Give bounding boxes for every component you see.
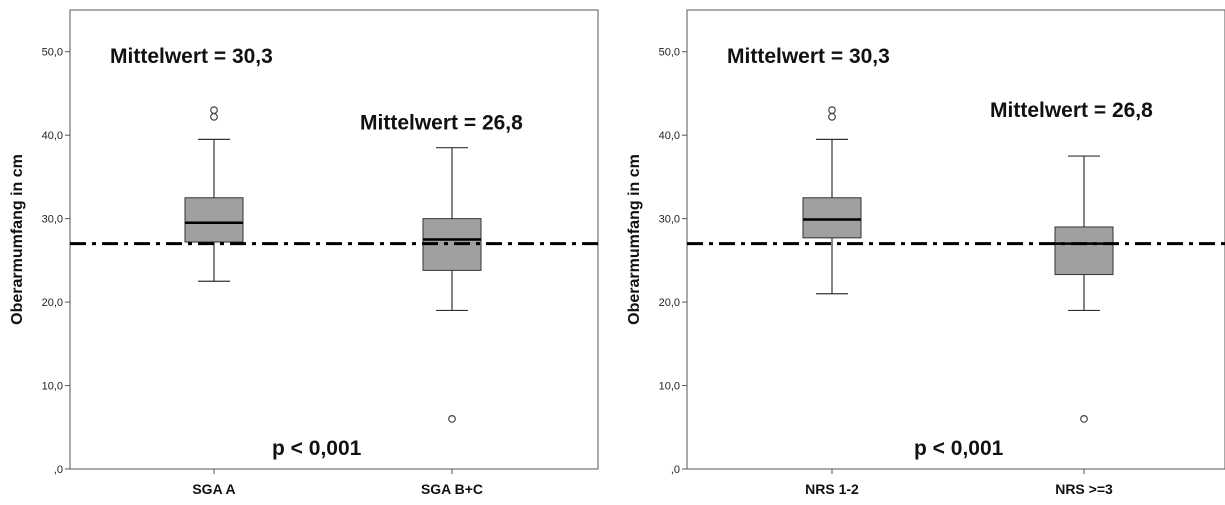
annotation-text: Mittelwert = 26,8 [990,99,1153,122]
plot-frame [69,9,599,470]
annotation-text: p < 0,001 [272,437,362,460]
boxplot [422,147,482,423]
box-iqr [802,197,862,239]
annotation-text: Mittelwert = 30,3 [110,45,273,68]
y-tick-label: 10,0 [659,381,680,393]
y-axis-label: Oberarmumfang in cm [9,154,26,325]
x-category-label: NRS >=3 [1055,481,1113,497]
boxplot-chart-right: ,0 10,0 20,0 30,0 40,0 50,0 Oberarmumfang in c… [626,9,1225,497]
x-category-label: NRS 1-2 [805,481,859,497]
annotation-text: Mittelwert = 26,8 [360,112,523,135]
y-tick-label: 50,0 [42,47,63,59]
y-tick-label: 30,0 [42,214,63,226]
y-tick-label: 10,0 [42,381,63,393]
y-tick-label: ,0 [671,464,680,476]
boxplot [1054,155,1114,423]
outlier-point [448,415,456,423]
y-tick-label: 40,0 [659,130,680,142]
y-axis-label: Oberarmumfang in cm [626,154,643,325]
x-category-label: SGA A [192,481,235,497]
box-iqr [184,197,244,243]
boxplot [184,106,244,282]
y-tick-label: 50,0 [659,47,680,59]
y-tick-label: 40,0 [42,130,63,142]
y-tick-label: ,0 [54,464,63,476]
y-tick-label: 30,0 [659,214,680,226]
outlier-point [828,106,836,115]
box-iqr [1054,226,1114,276]
outlier-point [210,112,218,121]
x-category-label: SGA B+C [421,481,483,497]
outlier-point [210,106,218,115]
outlier-point [1080,415,1088,423]
boxplot-chart-left: ,0 10,0 20,0 30,0 40,0 50,0 Oberarmumfang in c… [9,9,599,497]
outlier-point [828,112,836,121]
y-tick-label: 20,0 [42,297,63,309]
boxplot [802,106,862,295]
annotation-text: Mittelwert = 30,3 [727,45,890,68]
y-tick-label: 20,0 [659,297,680,309]
plot-frame [686,9,1225,470]
annotation-text: p < 0,001 [914,437,1004,460]
